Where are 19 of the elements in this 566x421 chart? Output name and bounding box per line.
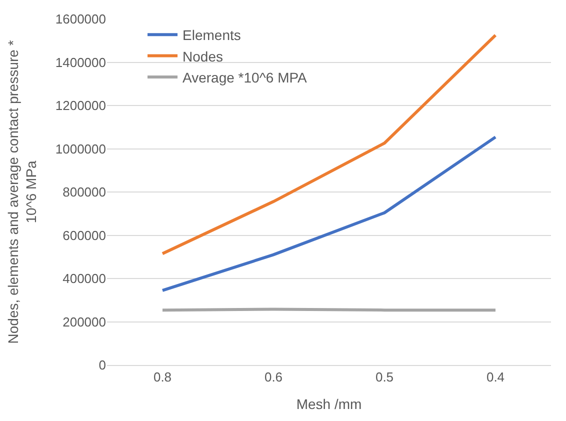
x-tick-label: 0.4 bbox=[486, 370, 505, 385]
y-axis-title: Nodes, elements and average contact pressure * 10^6 MPa bbox=[4, 40, 39, 344]
y-tick-label: 1000000 bbox=[55, 141, 106, 156]
y-tick-label: 800000 bbox=[62, 184, 106, 200]
x-tick-label: 0.6 bbox=[264, 370, 283, 385]
y-tick-label: 1400000 bbox=[55, 54, 106, 70]
y-tick-label: 1200000 bbox=[55, 98, 106, 114]
x-axis-title: Mesh /mm bbox=[296, 396, 362, 412]
legend-label: Average *10^6 MPA bbox=[182, 69, 308, 86]
y-tick-label: 200000 bbox=[62, 314, 106, 330]
line-series bbox=[161, 136, 497, 292]
x-tick-label: 0.8 bbox=[153, 370, 172, 385]
y-tick-label: 1600000 bbox=[55, 12, 106, 27]
legend-label: Nodes bbox=[182, 48, 223, 64]
x-tick-label: 0.5 bbox=[375, 370, 394, 385]
y-tick-label: 0 bbox=[98, 358, 106, 373]
y-tick-label: 600000 bbox=[62, 228, 106, 243]
y-tick-label: 400000 bbox=[62, 271, 106, 286]
legend-label: Elements bbox=[182, 27, 241, 44]
